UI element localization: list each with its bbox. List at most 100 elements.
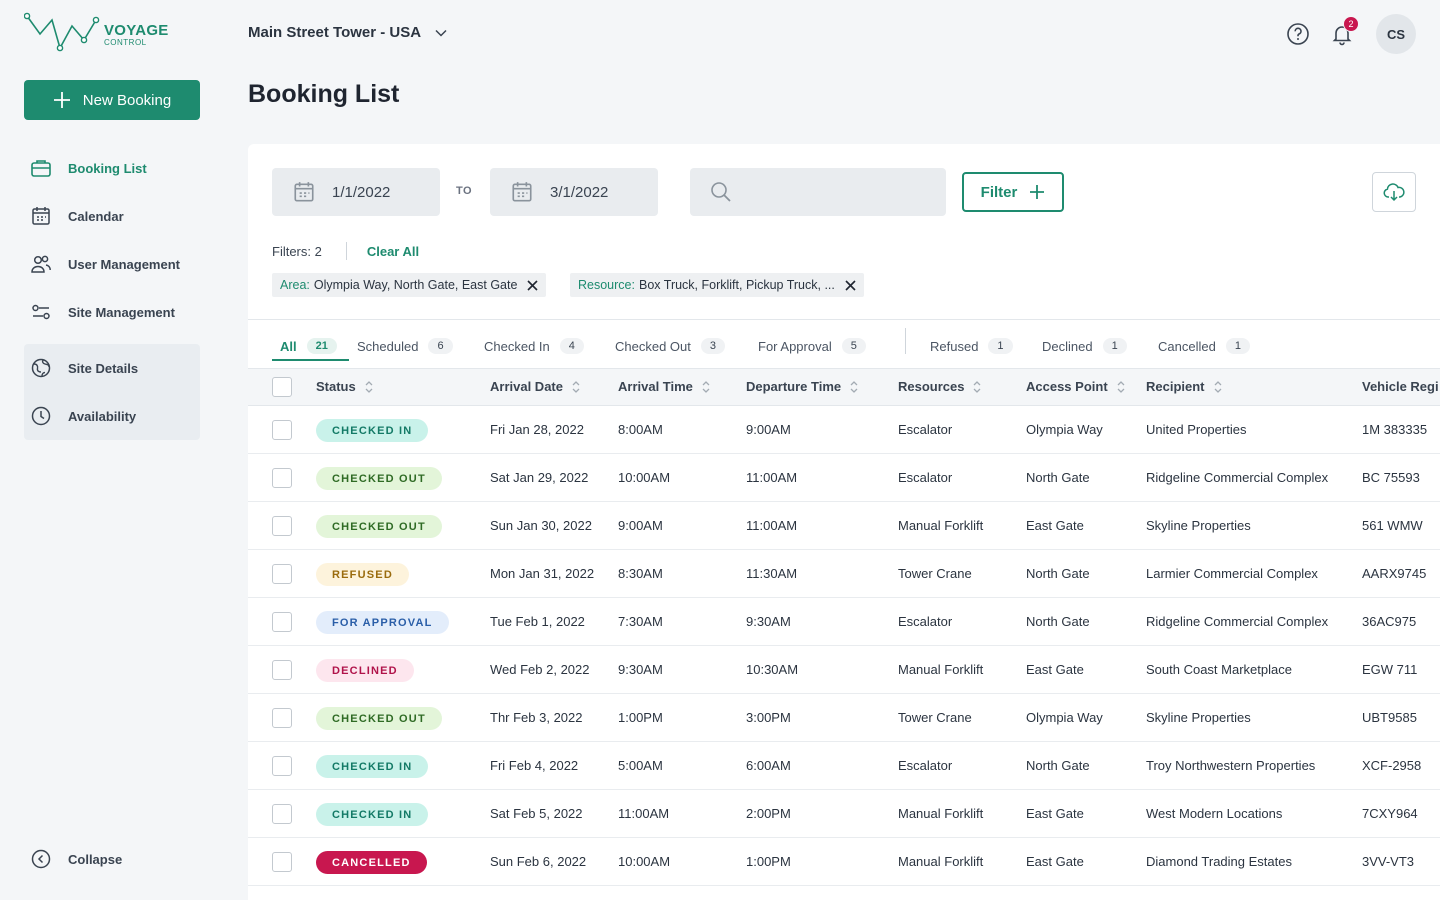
tab-checked-in[interactable]: Checked In 4: [484, 330, 584, 362]
table-row[interactable]: CHECKED IN Fri Jan 28, 2022 8:00AM 9:00A…: [248, 406, 1440, 454]
recipient-cell: Troy Northwestern Properties: [1146, 758, 1316, 773]
sidebar: VOYAGE CONTROL New Booking Booking List …: [0, 0, 224, 900]
access-point-cell: East Gate: [1026, 854, 1084, 869]
vehicle-registration-cell: UBT9585: [1362, 710, 1417, 725]
resource-cell: Escalator: [898, 758, 953, 773]
table-row[interactable]: CHECKED IN Fri Feb 4, 2022 5:00AM 6:00AM…: [248, 742, 1440, 790]
download-button[interactable]: [1372, 172, 1416, 212]
column-header-access-point[interactable]: Access Point: [1026, 379, 1126, 394]
logo-line2: CONTROL: [104, 38, 147, 47]
tab-all[interactable]: All 21: [280, 330, 337, 362]
tab-label: Checked In: [484, 338, 550, 354]
sidebar-item-site-management[interactable]: Site Management: [24, 288, 200, 336]
site-selector[interactable]: Main Street Tower - USA: [248, 24, 447, 41]
tab-cancelled[interactable]: Cancelled 1: [1158, 330, 1250, 362]
row-checkbox[interactable]: [272, 612, 292, 632]
column-header-resources[interactable]: Resources: [898, 379, 982, 394]
calendar-icon: [512, 182, 532, 202]
chip-value: Box Truck, Forklift, Pickup Truck, ...: [638, 278, 835, 292]
row-checkbox[interactable]: [272, 468, 292, 488]
resource-cell: Manual Forklift: [898, 518, 984, 533]
tab-count: 6: [428, 338, 453, 354]
row-checkbox[interactable]: [272, 708, 292, 728]
row-checkbox[interactable]: [272, 804, 292, 824]
table-row[interactable]: CHECKED OUT Thr Feb 3, 2022 1:00PM 3:00P…: [248, 694, 1440, 742]
sidebar-item-label: Booking List: [68, 160, 147, 176]
sidebar-item-site-details[interactable]: Site Details: [24, 344, 200, 392]
row-checkbox[interactable]: [272, 852, 292, 872]
row-checkbox[interactable]: [272, 564, 292, 584]
table-row[interactable]: CHECKED OUT Sun Jan 30, 2022 9:00AM 11:0…: [248, 502, 1440, 550]
calendar-icon: [32, 207, 50, 225]
row-checkbox[interactable]: [272, 660, 292, 680]
chevron-down-icon: [435, 29, 447, 37]
tab-refused[interactable]: Refused 1: [930, 330, 1013, 362]
departure-time-cell: 3:00PM: [746, 710, 791, 725]
remove-filter-button[interactable]: [845, 279, 856, 291]
recipient-cell: United Properties: [1146, 422, 1247, 437]
arrival-time-cell: 10:00AM: [618, 470, 671, 485]
status-badge: FOR APPROVAL: [316, 611, 449, 634]
active-tab-indicator: [272, 359, 349, 361]
clear-all-link[interactable]: Clear All: [366, 243, 420, 259]
calendar-icon: [294, 182, 314, 202]
collapse-sidebar-button[interactable]: Collapse: [30, 848, 122, 870]
filter-button[interactable]: Filter: [962, 172, 1064, 212]
new-booking-button[interactable]: New Booking: [24, 80, 200, 120]
column-header-arrival-time[interactable]: Arrival Time: [618, 379, 711, 394]
arrival-time-cell: 8:30AM: [618, 566, 663, 581]
tab-count: 4: [559, 338, 584, 354]
row-checkbox[interactable]: [272, 516, 292, 536]
table-row[interactable]: CHECKED IN Sat Feb 5, 2022 11:00AM 2:00P…: [248, 790, 1440, 838]
departure-time-cell: 10:30AM: [746, 662, 799, 677]
sidebar-item-user-management[interactable]: User Management: [24, 240, 200, 288]
column-label: Arrival Date: [490, 379, 563, 394]
column-header-departure-time[interactable]: Departure Time: [746, 379, 859, 394]
sidebar-item-calendar[interactable]: Calendar: [24, 192, 200, 240]
sort-icon: [850, 380, 858, 393]
tab-declined[interactable]: Declined 1: [1042, 330, 1127, 362]
table-row[interactable]: DECLINED Wed Feb 2, 2022 9:30AM 10:30AM …: [248, 646, 1440, 694]
search-icon: [711, 182, 731, 202]
voyage-control-logo[interactable]: VOYAGE CONTROL: [23, 12, 174, 58]
date-from-input[interactable]: 1/1/2022: [272, 168, 440, 216]
users-icon: [31, 255, 51, 273]
search-input[interactable]: [742, 184, 932, 200]
departure-time-cell: 1:00PM: [746, 854, 791, 869]
departure-time-cell: 6:00AM: [746, 758, 791, 773]
access-point-cell: East Gate: [1026, 806, 1084, 821]
divider: [345, 242, 347, 260]
cloud-download-icon: [1383, 183, 1405, 202]
column-header-status[interactable]: Status: [316, 379, 374, 394]
table-row[interactable]: FOR APPROVAL Tue Feb 1, 2022 7:30AM 9:30…: [248, 598, 1440, 646]
tab-label: Refused: [930, 338, 979, 354]
sidebar-item-booking-list[interactable]: Booking List: [24, 144, 200, 192]
departure-time-cell: 11:30AM: [746, 566, 798, 581]
column-header-vehicle-registration[interactable]: Vehicle Regi: [1362, 379, 1439, 394]
tab-scheduled[interactable]: Scheduled 6: [357, 330, 453, 362]
vehicle-registration-cell: AARX9745: [1362, 566, 1427, 581]
user-avatar[interactable]: CS: [1376, 14, 1416, 54]
table-header: Status Arrival Date Arrival Time Departu…: [248, 368, 1440, 406]
remove-filter-button[interactable]: [527, 279, 539, 291]
arrival-time-cell: 8:00AM: [618, 422, 663, 437]
date-to-input[interactable]: 3/1/2022: [490, 168, 658, 216]
tab-for-approval[interactable]: For Approval 5: [758, 330, 866, 362]
column-header-arrival-date[interactable]: Arrival Date: [490, 379, 581, 394]
column-header-recipient[interactable]: Recipient: [1146, 379, 1223, 394]
row-checkbox[interactable]: [272, 420, 292, 440]
select-all-checkbox[interactable]: [272, 377, 292, 397]
vehicle-registration-cell: EGW 711: [1362, 662, 1418, 677]
row-checkbox[interactable]: [272, 756, 292, 776]
table-row[interactable]: CHECKED OUT Sat Jan 29, 2022 10:00AM 11:…: [248, 454, 1440, 502]
table-row[interactable]: CANCELLED Sun Feb 6, 2022 10:00AM 1:00PM…: [248, 838, 1440, 886]
status-badge: CHECKED OUT: [316, 515, 442, 538]
help-icon[interactable]: [1286, 22, 1310, 46]
chevron-left-circle-icon: [31, 849, 51, 869]
plus-icon: [53, 92, 70, 108]
tab-checked-out[interactable]: Checked Out 3: [615, 330, 725, 362]
sort-icon: [572, 380, 580, 393]
table-row[interactable]: REFUSED Mon Jan 31, 2022 8:30AM 11:30AM …: [248, 550, 1440, 598]
sidebar-item-availability[interactable]: Availability: [24, 392, 200, 440]
arrival-time-cell: 9:00AM: [618, 518, 663, 533]
